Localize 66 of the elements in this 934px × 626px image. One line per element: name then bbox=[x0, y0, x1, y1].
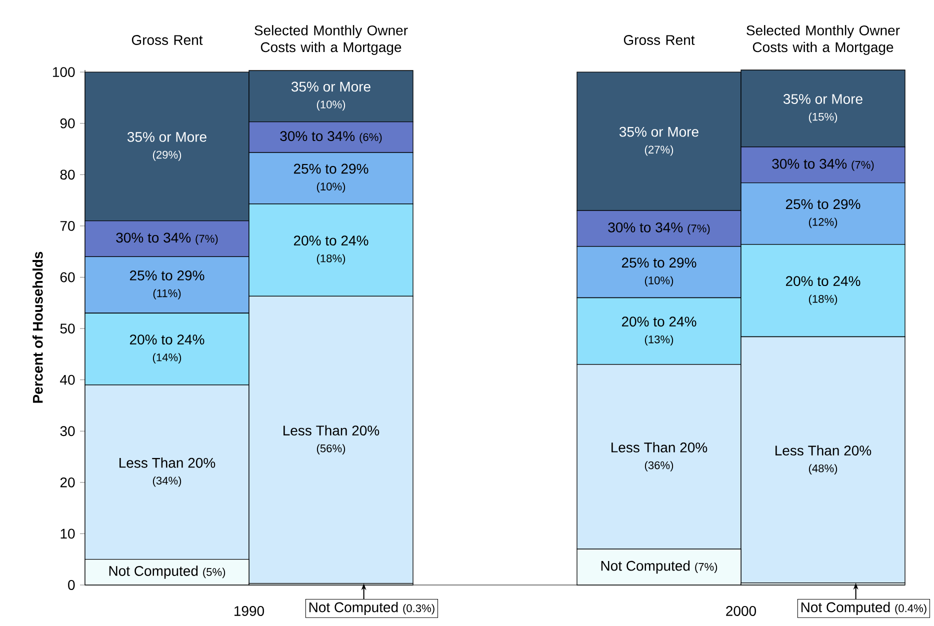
y-tick-label: 50 bbox=[60, 324, 75, 334]
text: Not Computed bbox=[601, 560, 690, 574]
text: 20% to 24% bbox=[294, 236, 368, 246]
data-label: (18%) bbox=[316, 254, 346, 264]
data-label: (6%) bbox=[360, 132, 382, 144]
series-label: 35% or More bbox=[291, 82, 370, 92]
y-tick-label: 80 bbox=[60, 170, 75, 180]
y-tick-label: 20 bbox=[60, 477, 75, 488]
text: 25% to 29% bbox=[786, 199, 860, 210]
data-label: (29%) bbox=[152, 150, 182, 161]
data-label: (34%) bbox=[152, 476, 182, 487]
data-label: (0.3%) bbox=[403, 604, 434, 614]
text: Not Computed bbox=[109, 566, 198, 579]
series-label: Less Than 20% bbox=[120, 458, 216, 468]
text: 30% to 34% bbox=[608, 222, 683, 232]
y-tick-label: 100 bbox=[53, 67, 75, 78]
data-label: (48%) bbox=[808, 464, 838, 474]
text: 20% to 24% bbox=[786, 276, 860, 286]
x-tick-label: Gross Rent bbox=[132, 35, 203, 45]
data-label: (56%) bbox=[316, 444, 346, 454]
data-label: (11%) bbox=[153, 289, 181, 300]
data-label: (7%) bbox=[688, 224, 710, 235]
text: 1990 bbox=[234, 606, 264, 616]
legend-label: Not Computed bbox=[309, 602, 398, 615]
text: 30% to 34% bbox=[116, 232, 191, 243]
x-tick-label: Gross Rent bbox=[624, 35, 695, 45]
text: 35% or More bbox=[619, 126, 698, 137]
text: 20% to 24% bbox=[130, 334, 204, 345]
data-label: (13%) bbox=[644, 335, 674, 346]
data-label: (0.4%) bbox=[895, 604, 926, 614]
data-label: (7%) bbox=[695, 562, 718, 573]
data-label: (10%) bbox=[644, 276, 674, 287]
y-tick-label: 70 bbox=[60, 220, 75, 231]
data-label: (15%) bbox=[808, 112, 838, 123]
text: 35% or More bbox=[783, 94, 862, 104]
series-label: 25% to 29% bbox=[294, 164, 368, 174]
data-label: (27%) bbox=[644, 145, 674, 156]
data-label: (7%) bbox=[852, 160, 874, 171]
series-label: 30% to 34% bbox=[280, 131, 355, 142]
text: Less Than 20% bbox=[284, 425, 380, 436]
data-label: (36%) bbox=[644, 461, 674, 472]
text: 25% to 29% bbox=[130, 270, 204, 280]
data-label: (7%) bbox=[196, 234, 218, 245]
x-tick-label: Selected Monthly Owner Costs with a Mortgage bbox=[254, 25, 408, 55]
text: Less Than 20% bbox=[612, 442, 708, 452]
data-label: (10%) bbox=[316, 182, 346, 193]
y-tick-label: 90 bbox=[60, 118, 75, 128]
data-label: (10%) bbox=[316, 100, 346, 111]
text: 2000 bbox=[726, 606, 756, 616]
text: Less Than 20% bbox=[776, 445, 872, 456]
text: 25% to 29% bbox=[622, 258, 696, 268]
text: Not Computed bbox=[801, 602, 890, 615]
data-label: (12%) bbox=[808, 218, 838, 228]
y-tick-label: 60 bbox=[60, 272, 75, 282]
data-label: (14%) bbox=[152, 353, 182, 364]
text: 35% or More bbox=[127, 132, 206, 142]
y-axis-title: Percent of Households bbox=[32, 252, 43, 403]
y-tick-label: 40 bbox=[60, 374, 75, 385]
y-tick-label: 0 bbox=[68, 580, 75, 590]
text: 30% to 34% bbox=[772, 158, 847, 169]
y-tick-label: 30 bbox=[60, 426, 75, 436]
data-label: (18%) bbox=[808, 294, 838, 306]
x-tick-label: Selected Monthly Owner Costs with a Mortgage bbox=[746, 25, 900, 55]
data-label: (5%) bbox=[203, 568, 226, 578]
y-tick-label: 10 bbox=[60, 528, 75, 539]
series-label: 20% to 24% bbox=[622, 316, 696, 327]
